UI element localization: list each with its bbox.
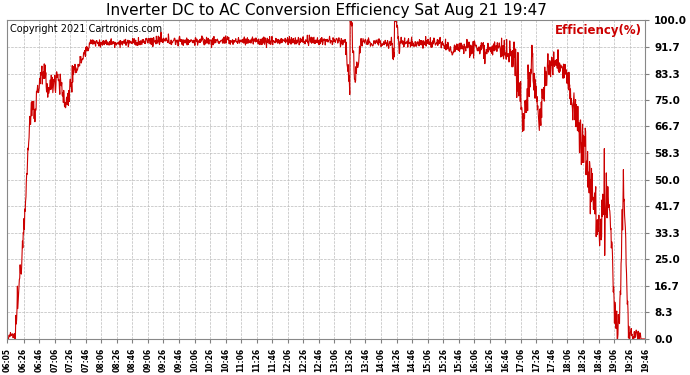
Text: Copyright 2021 Cartronics.com: Copyright 2021 Cartronics.com	[10, 24, 163, 33]
Title: Inverter DC to AC Conversion Efficiency Sat Aug 21 19:47: Inverter DC to AC Conversion Efficiency …	[106, 3, 546, 18]
Text: Efficiency(%): Efficiency(%)	[555, 24, 642, 36]
